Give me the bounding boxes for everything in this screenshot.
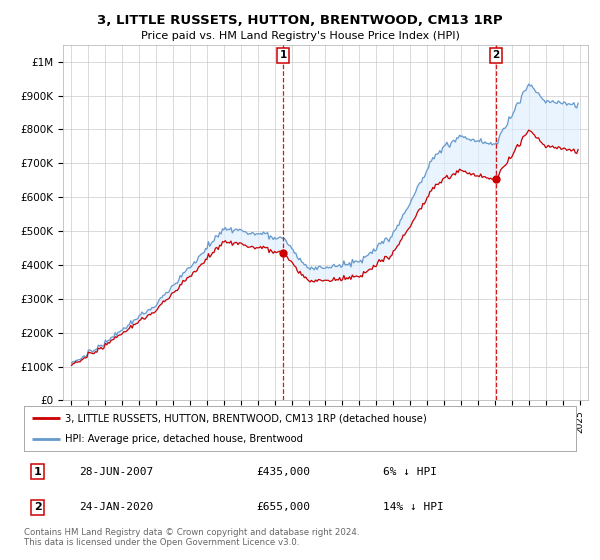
Text: 6% ↓ HPI: 6% ↓ HPI [383,466,437,477]
Text: £435,000: £435,000 [256,466,310,477]
Text: 3, LITTLE RUSSETS, HUTTON, BRENTWOOD, CM13 1RP: 3, LITTLE RUSSETS, HUTTON, BRENTWOOD, CM… [97,14,503,27]
Text: 2: 2 [34,502,41,512]
Text: £655,000: £655,000 [256,502,310,512]
Text: 2: 2 [493,50,500,60]
Text: 28-JUN-2007: 28-JUN-2007 [79,466,154,477]
Text: 14% ↓ HPI: 14% ↓ HPI [383,502,443,512]
Text: 1: 1 [34,466,41,477]
Text: Contains HM Land Registry data © Crown copyright and database right 2024.
This d: Contains HM Land Registry data © Crown c… [24,528,359,547]
Text: 1: 1 [280,50,287,60]
Text: 24-JAN-2020: 24-JAN-2020 [79,502,154,512]
Text: HPI: Average price, detached house, Brentwood: HPI: Average price, detached house, Bren… [65,433,304,444]
Text: 3, LITTLE RUSSETS, HUTTON, BRENTWOOD, CM13 1RP (detached house): 3, LITTLE RUSSETS, HUTTON, BRENTWOOD, CM… [65,413,427,423]
Text: Price paid vs. HM Land Registry's House Price Index (HPI): Price paid vs. HM Land Registry's House … [140,31,460,41]
